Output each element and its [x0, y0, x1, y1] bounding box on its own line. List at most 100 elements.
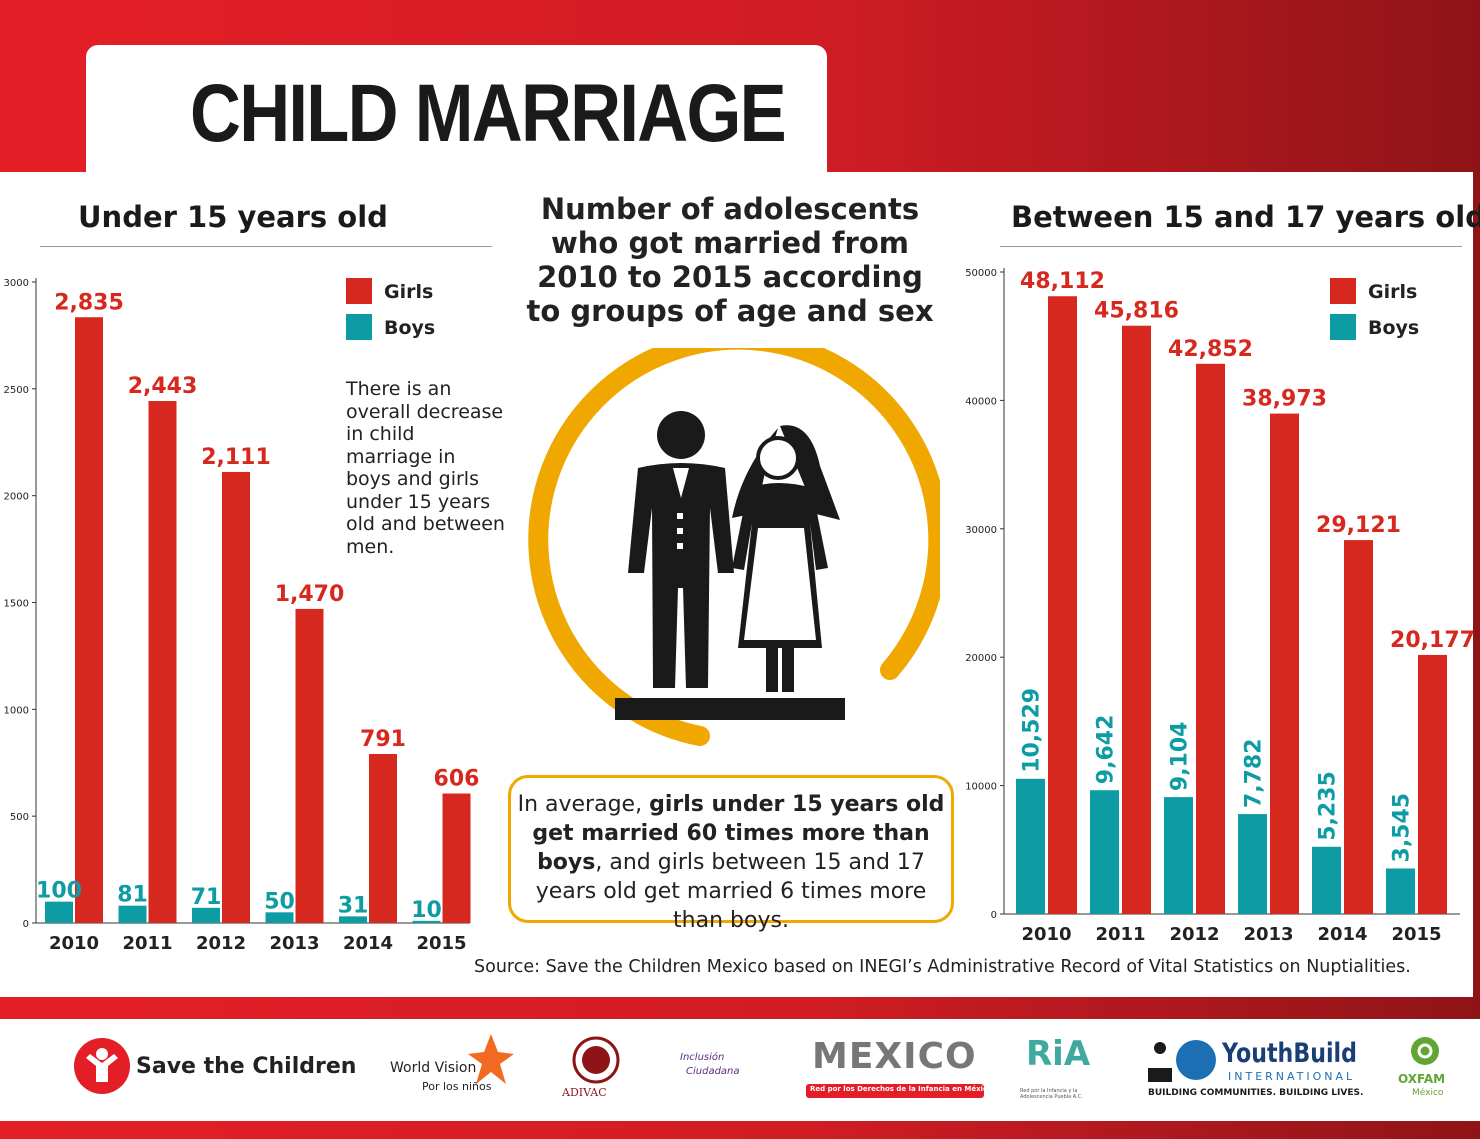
boys-value-label: 9,642 [1094, 715, 1119, 785]
oxfam-logo: OXFAM México [1398, 1036, 1454, 1102]
adivac-logo: ADIVAC [562, 1036, 632, 1102]
save-the-children-text: Save the Children [136, 1054, 357, 1079]
y-tick-label: 500 [10, 812, 29, 823]
boys-bar [1164, 797, 1193, 914]
x-tick-label: 2013 [269, 933, 319, 954]
footer-bar-top [0, 997, 1480, 1019]
y-tick-label: 3000 [4, 278, 29, 289]
ria-text: RiA [1026, 1034, 1091, 1074]
right-chart-title: Between 15 and 17 years old [1011, 200, 1480, 234]
world-vision-subtext: Por los niños [422, 1080, 492, 1093]
legend-girls-label: Girls [384, 281, 433, 303]
adivac-text: ADIVAC [562, 1086, 607, 1099]
boys-bar [1238, 814, 1267, 914]
oxfam-icon [1411, 1037, 1439, 1065]
trend-note: There is an overall decrease in child ma… [346, 378, 505, 558]
legend-boys-label: Boys [384, 317, 435, 339]
boys-bar [192, 907, 220, 923]
boys-bar [265, 912, 294, 923]
x-tick-label: 2014 [1317, 924, 1367, 945]
world-vision-logo: World Vision Por los niños [390, 1032, 520, 1093]
right-title-rule [1000, 246, 1462, 247]
boys-value-label: 3,545 [1390, 793, 1415, 863]
x-tick-label: 2011 [122, 933, 172, 954]
boys-bar [1090, 790, 1119, 914]
boys-value-label: 100 [36, 879, 82, 904]
callout-text-2: , and girls between 15 and 17 years old … [535, 850, 927, 933]
title-card: CHILD MARRIAGE [86, 45, 827, 172]
chart-15-to-17: 0 10000 20000 30000 40000 50000 48,112 10,529 20… [965, 268, 1475, 945]
inclusion-bottom-text: Ciudadana [686, 1066, 740, 1077]
x-tick-label: 2012 [1169, 924, 1219, 945]
ria-logo: RiA Red por la Infancia y la Adolescenci… [1020, 1034, 1110, 1106]
legend-boys-swatch [346, 314, 372, 340]
girls-bar [1196, 363, 1225, 914]
center-title: Number of adolescents who got married fr… [526, 192, 934, 328]
girls-value-label: 1,470 [275, 582, 345, 607]
x-tick-label: 2014 [343, 933, 393, 954]
page-title: CHILD MARRIAGE [190, 68, 787, 159]
y-tick-label: 0 [991, 910, 997, 921]
source-note: Source: Save the Children Mexico based o… [474, 957, 1411, 977]
y-tick-label: 2500 [4, 385, 29, 396]
wedding-couple-icon [528, 348, 940, 746]
boys-value-label: 50 [264, 889, 295, 914]
oxfam-subtext: México [1412, 1088, 1444, 1098]
y-tick-label: 1000 [4, 705, 29, 716]
girls-bar [1048, 296, 1077, 914]
x-tick-label: 2010 [1021, 924, 1071, 945]
boys-value-label: 10,529 [1020, 688, 1045, 773]
girls-value-label: 29,121 [1316, 513, 1401, 538]
girls-value-label: 2,835 [54, 290, 124, 315]
chart-under-15: 0 500 1000 1500 2000 2500 3000 2,835 100 2010 2,44… [4, 278, 480, 954]
mexico-subtext: Red por los Derechos de la Infancia en M… [810, 1085, 992, 1093]
average-callout: In average, girls under 15 years old get… [508, 775, 954, 933]
legend-girls-label: Girls [1368, 281, 1417, 303]
callout-bold-text: girls under 15 years old get married 60 … [532, 792, 945, 875]
x-tick-label: 2013 [1243, 924, 1293, 945]
x-tick-label: 2010 [49, 933, 99, 954]
girls-bar [1270, 413, 1299, 914]
girls-bar [75, 317, 103, 923]
girls-bar [369, 753, 397, 923]
legend-boys-label: Boys [1368, 317, 1419, 339]
girls-value-label: 48,112 [1020, 269, 1105, 294]
girls-bar [442, 793, 471, 923]
boys-value-label: 7,782 [1242, 738, 1267, 808]
girls-value-label: 38,973 [1242, 387, 1327, 412]
girls-bar [1122, 325, 1151, 915]
y-tick-label: 50000 [965, 268, 997, 279]
ria-subtext: Red por la Infancia y la Adolescencia Pu… [1020, 1088, 1083, 1100]
youthbuild-tagline: BUILDING COMMUNITIES. BUILDING LIVES. [1148, 1088, 1364, 1098]
boys-bar [1016, 778, 1045, 914]
girls-value-label: 42,852 [1168, 337, 1253, 362]
y-tick-label: 30000 [965, 525, 997, 536]
x-tick-label: 2011 [1095, 924, 1145, 945]
boys-bar [118, 905, 147, 923]
girls-value-label: 2,443 [128, 374, 198, 399]
right-edge-stripe [1473, 172, 1480, 997]
legend-girls-swatch [346, 278, 372, 304]
callout-text-1: In average, [517, 792, 650, 817]
x-tick-label: 2012 [196, 933, 246, 954]
girls-bar [1344, 540, 1373, 914]
youthbuild-globe-icon [1148, 1040, 1216, 1082]
world-vision-star-icon [468, 1034, 514, 1084]
inclusion-top-text: Inclusión [680, 1052, 725, 1063]
left-chart-title: Under 15 years old [78, 200, 388, 234]
girls-bar [295, 608, 324, 923]
boys-value-label: 81 [117, 883, 148, 908]
boys-bar [45, 901, 73, 923]
red-mexico-logo: MEXICO Red por los Derechos de la Infanc… [806, 1036, 992, 1102]
inclusion-ciudadana-logo: Inclusión Ciudadana [672, 1052, 768, 1082]
youthbuild-logo: YouthBuild INTERNATIONAL BUILDING COMMUN… [1148, 1038, 1363, 1104]
y-tick-label: 2000 [4, 492, 29, 503]
boys-value-label: 31 [338, 893, 369, 918]
boys-bar [1386, 868, 1415, 914]
x-tick-label: 2015 [416, 933, 466, 954]
boys-bar [412, 920, 441, 923]
mexico-text: MEXICO [812, 1036, 977, 1077]
mexico-subtext-bar [806, 1084, 984, 1098]
footer-bar-bottom [0, 1121, 1480, 1139]
girls-value-label: 606 [434, 767, 480, 792]
